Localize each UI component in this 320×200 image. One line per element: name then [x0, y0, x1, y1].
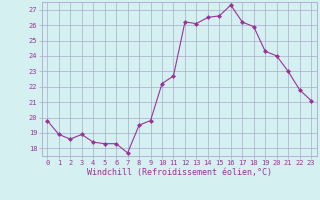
X-axis label: Windchill (Refroidissement éolien,°C): Windchill (Refroidissement éolien,°C) [87, 168, 272, 177]
